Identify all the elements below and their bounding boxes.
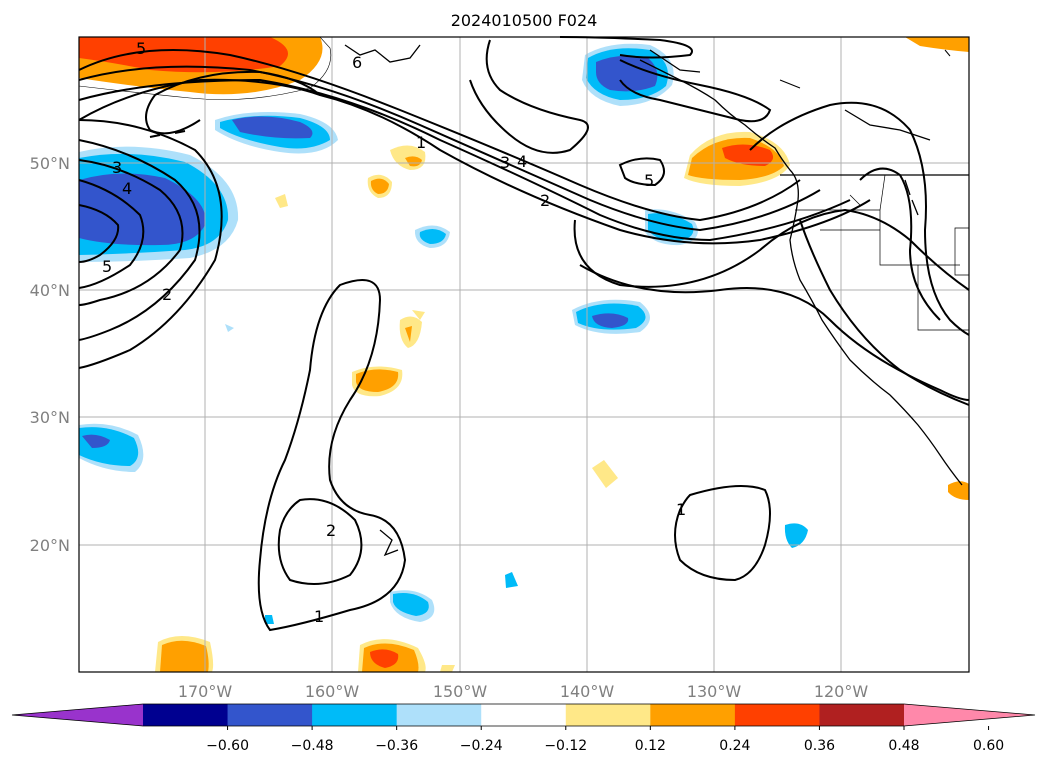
colorbar-extend-low [12, 704, 143, 726]
colorbar-segment [819, 704, 905, 726]
contour-label: 3 [500, 153, 510, 172]
colorbar-segment [227, 704, 313, 726]
contour-label: 1 [314, 607, 324, 626]
contour-lines [78, 36, 970, 632]
lat-label: 20°N [30, 536, 70, 555]
longitude-labels: 170°W 160°W 150°W 140°W 130°W 120°W [178, 682, 869, 701]
colorbar-segment [396, 704, 482, 726]
anomaly-shading [78, 36, 969, 672]
colorbar-tick-label: −0.48 [291, 738, 334, 754]
colorbar-outline [11, 703, 1036, 727]
lon-label: 130°W [687, 682, 742, 701]
lon-label: 140°W [560, 682, 615, 701]
map-background [79, 37, 969, 672]
contour-label: 1 [416, 133, 426, 152]
contour-label: 3 [112, 158, 122, 177]
contour-label: 1 [676, 500, 686, 519]
colorbar-segment [565, 704, 651, 726]
colorbar-extend-high [904, 704, 1035, 726]
colorbar-segment [312, 704, 398, 726]
colorbar-segment [650, 704, 736, 726]
gridlines [79, 37, 969, 672]
colorbar-tick-label: 0.48 [888, 738, 919, 754]
coastlines [149, 44, 970, 557]
lon-label: 170°W [178, 682, 233, 701]
contour-label: 6 [352, 53, 362, 72]
lat-label: 40°N [30, 281, 70, 300]
colorbar-segment [143, 704, 229, 726]
contour-label: 5 [644, 171, 654, 190]
contour-label: 4 [122, 179, 132, 198]
colorbar-tick-label: 0.24 [719, 738, 750, 754]
map-panel: 5 6 3 4 5 2 1 3 4 2 5 2 1 1 [78, 36, 970, 673]
latitude-labels: 50°N 40°N 30°N 20°N [30, 154, 70, 555]
colorbar-tick-label: −0.60 [206, 738, 249, 754]
contour-label: 4 [517, 152, 527, 171]
colorbar-tick-label: −0.12 [544, 738, 587, 754]
contour-label-group: 5 6 3 4 5 2 1 3 4 2 5 2 1 1 [102, 39, 686, 626]
colorbar-tick-label: 0.60 [973, 738, 1004, 754]
lon-label: 160°W [305, 682, 360, 701]
colorbar-tick-label: −0.36 [375, 738, 418, 754]
colorbar-segment [481, 704, 567, 726]
contour-label: 5 [102, 257, 112, 276]
map-frame [78, 36, 970, 673]
contour-label: 2 [326, 521, 336, 540]
contour-label: 5 [136, 39, 146, 58]
contour-label: 2 [540, 191, 550, 210]
lon-label: 150°W [433, 682, 488, 701]
colorbar-tick-label: 0.36 [804, 738, 835, 754]
colorbar-segment [734, 704, 820, 726]
map-title: 2024010500 F024 [451, 11, 598, 30]
lon-label: 120°W [814, 682, 869, 701]
contour-label: 2 [162, 285, 172, 304]
lat-label: 50°N [30, 154, 70, 173]
lat-label: 30°N [30, 408, 70, 427]
colorbar-tick-label: −0.24 [460, 738, 503, 754]
colorbar-tick-label: 0.12 [635, 738, 666, 754]
colorbar: −0.60 −0.48 −0.36 −0.24 −0.12 0.12 0.24 0.36 0.4… [11, 703, 1036, 754]
